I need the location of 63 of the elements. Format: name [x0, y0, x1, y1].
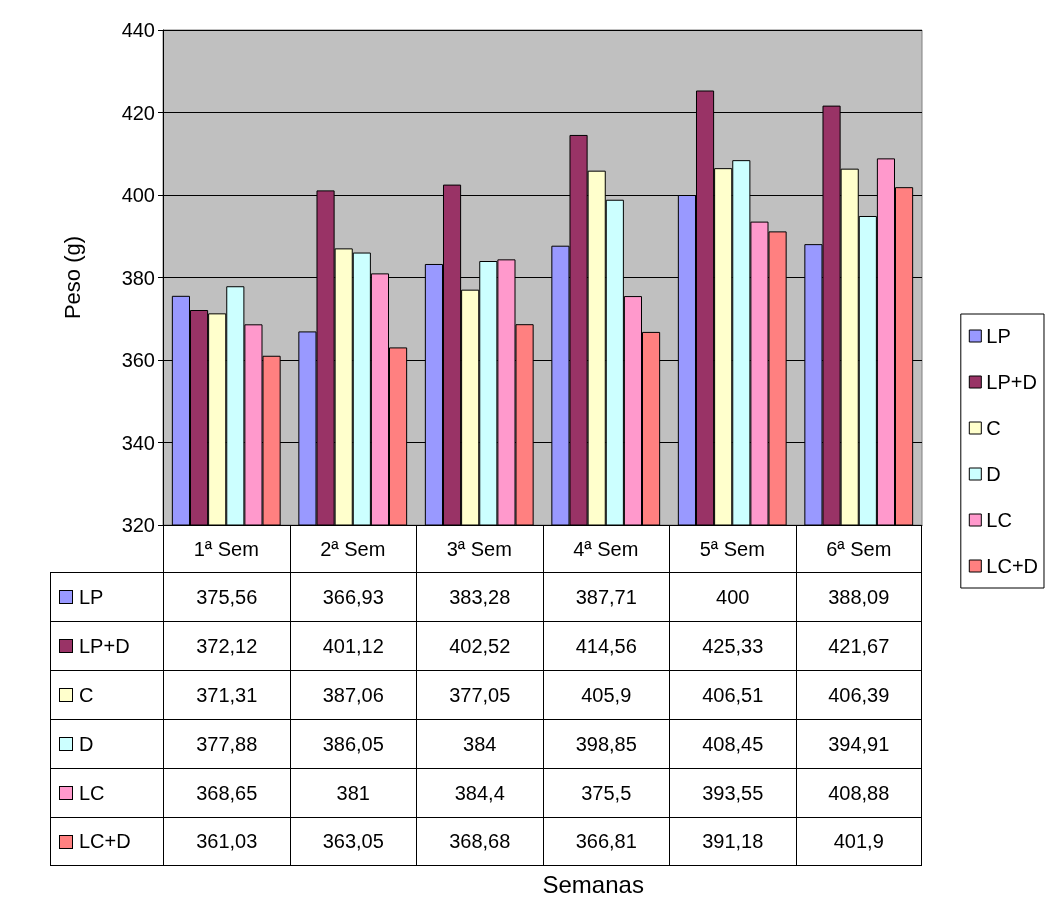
data-label: 366,93 — [289, 572, 416, 621]
data-label: 425,33 — [669, 621, 796, 670]
data-label: 408,88 — [795, 768, 922, 817]
data-label: 402,52 — [416, 621, 543, 670]
data-label: 377,05 — [416, 670, 543, 719]
data-label: 372,12 — [163, 621, 290, 670]
data-label: 386,05 — [289, 719, 416, 768]
legend-label: LC+D — [986, 555, 1039, 577]
data-label: 393,55 — [669, 768, 796, 817]
text: Semanas — [542, 870, 644, 898]
legend-label: C — [986, 417, 1001, 439]
data-label: 388,09 — [795, 572, 922, 621]
y-tick-label: 340 — [121, 431, 155, 454]
x-tick-label: 5ª Sem — [699, 538, 765, 560]
data-label: 401,9 — [795, 817, 922, 866]
legend-label: D — [986, 463, 1001, 485]
data-label: 406,39 — [795, 670, 922, 719]
y-tick-label: 400 — [121, 184, 155, 206]
y-tick-label: 380 — [121, 266, 155, 289]
text: LP+D — [986, 371, 1037, 393]
x-tick-label: 3ª Sem — [446, 538, 512, 560]
data-label: 368,65 — [163, 768, 290, 817]
data-label: 405,9 — [542, 670, 669, 719]
text: LC+D — [79, 830, 131, 852]
y-tick-label: 360 — [121, 349, 155, 371]
data-label: 398,85 — [542, 719, 669, 768]
data-label: 387,06 — [289, 670, 416, 719]
y-tick-label: 440 — [121, 19, 155, 41]
data-label: 383,28 — [416, 572, 543, 621]
data-label: 361,03 — [163, 817, 290, 866]
text: D — [79, 732, 94, 755]
data-label: 381 — [289, 768, 416, 817]
legend-label: LC — [986, 509, 1012, 531]
data-label: 414,56 — [542, 621, 669, 670]
y-axis-title: Peso (g) — [59, 235, 85, 320]
data-label: 371,31 — [163, 670, 290, 719]
data-label: 421,67 — [795, 621, 922, 670]
data-label: 394,91 — [795, 719, 922, 768]
data-label: 377,88 — [163, 719, 290, 768]
data-label: 363,05 — [289, 817, 416, 866]
data-label: 408,45 — [669, 719, 796, 768]
text: LP — [986, 325, 1011, 347]
x-tick-label: 2ª Sem — [320, 538, 386, 560]
text: C — [79, 683, 94, 706]
data-label: 401,12 — [289, 621, 416, 670]
text: LC — [79, 781, 105, 804]
data-label: 391,18 — [669, 817, 796, 866]
data-label: 406,51 — [669, 670, 796, 719]
legend-label: LP+D — [79, 634, 130, 658]
x-tick-label: 1ª Sem — [193, 538, 259, 560]
data-label: 384,4 — [416, 768, 543, 817]
legend-label: LP — [79, 585, 104, 609]
data-label: 375,5 — [542, 768, 669, 817]
x-tick-label: 6ª Sem — [826, 538, 892, 560]
y-tick-label: 320 — [121, 514, 155, 536]
y-tick-label: 420 — [121, 101, 155, 124]
data-label: 368,68 — [416, 817, 543, 866]
data-label: 366,81 — [542, 817, 669, 866]
data-label: 400 — [669, 572, 796, 621]
x-tick-label: 4ª Sem — [573, 538, 639, 560]
data-label: 384 — [416, 719, 543, 768]
data-label: 375,56 — [163, 572, 290, 621]
data-label: 387,71 — [542, 572, 669, 621]
